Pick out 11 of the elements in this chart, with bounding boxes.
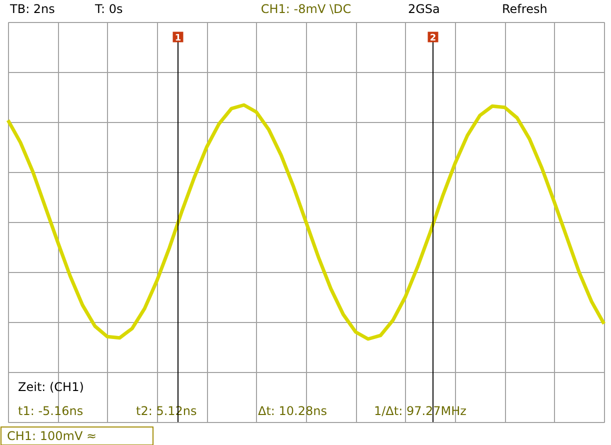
text: T: 0s: [94, 2, 123, 16]
text: 1: [174, 34, 182, 44]
text: CH1: 100mV ≈: [7, 429, 97, 443]
text: 2GSa: [408, 2, 440, 16]
text: t1: -5.16ns: [18, 404, 84, 418]
text: Zeit: (CH1): [18, 380, 84, 394]
text: 2: [430, 34, 436, 44]
text: CH1: -8mV \DC: [260, 2, 352, 16]
text: Refresh: [502, 2, 548, 16]
text: Δt: 10.28ns: [258, 404, 327, 418]
text: TB: 2ns: [9, 2, 55, 16]
